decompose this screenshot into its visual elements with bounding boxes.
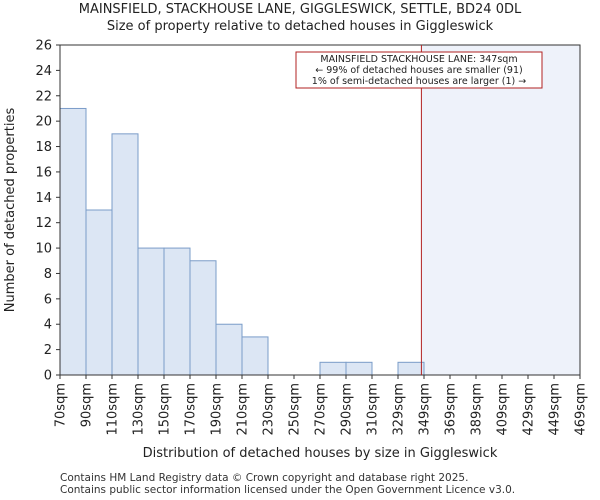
y-tick-label: 18 — [35, 140, 52, 155]
histogram-bar — [111, 133, 139, 376]
x-tick-label: 190sqm — [210, 383, 225, 436]
histogram-bar — [137, 247, 165, 376]
histogram-bar — [241, 336, 269, 376]
y-tick-label: 10 — [35, 242, 52, 257]
y-tick-label: 8 — [44, 267, 52, 282]
x-tick-label: 90sqm — [80, 383, 95, 427]
y-tick-label: 0 — [44, 369, 52, 384]
x-tick-label: 270sqm — [314, 383, 329, 436]
annotation-line: ← 99% of detached houses are smaller (91… — [315, 65, 522, 76]
annotation-box — [295, 51, 543, 89]
footer-copyright: Contains HM Land Registry data © Crown c… — [60, 472, 469, 484]
x-tick-label: 150sqm — [158, 383, 173, 436]
x-tick-label: 369sqm — [444, 383, 459, 436]
x-tick-label: 250sqm — [288, 383, 303, 436]
y-tick-label: 16 — [35, 165, 52, 180]
x-tick-label: 290sqm — [340, 383, 355, 436]
histogram-bar — [345, 361, 373, 376]
histogram-bar — [215, 323, 243, 376]
footer-licence: Contains public sector information licen… — [60, 484, 516, 496]
y-tick-label: 2 — [44, 343, 52, 358]
histogram-bar — [59, 107, 87, 376]
y-axis-label: Number of detached properties — [3, 108, 18, 313]
x-tick-label: 70sqm — [54, 383, 69, 427]
x-tick-label: 130sqm — [132, 383, 147, 436]
y-tick-label: 14 — [35, 191, 52, 206]
annotation-line: MAINSFIELD STACKHOUSE LANE: 347sqm — [320, 54, 517, 65]
y-tick-label: 24 — [35, 64, 52, 79]
x-tick-label: 170sqm — [184, 383, 199, 436]
annotation-line: 1% of semi-detached houses are larger (1… — [312, 76, 526, 87]
y-tick-label: 20 — [35, 115, 52, 130]
x-tick-label: 449sqm — [548, 383, 563, 436]
x-tick-label: 329sqm — [392, 383, 407, 436]
chart-subtitle: Size of property relative to detached ho… — [106, 19, 494, 34]
x-tick-label: 389sqm — [470, 383, 485, 436]
y-tick-label: 6 — [44, 292, 52, 307]
histogram-bar — [397, 361, 425, 376]
x-tick-label: 110sqm — [106, 383, 121, 436]
histogram-bar — [163, 247, 191, 376]
x-tick-label: 210sqm — [236, 383, 251, 436]
chart-title: MAINSFIELD, STACKHOUSE LANE, GIGGLESWICK… — [78, 2, 522, 17]
x-tick-label: 469sqm — [574, 383, 589, 436]
x-tick-label: 429sqm — [522, 383, 537, 436]
x-axis-label: Distribution of detached houses by size … — [143, 446, 498, 461]
x-tick-label: 409sqm — [496, 383, 511, 436]
larger-region-shade — [421, 45, 580, 375]
histogram-bar — [189, 260, 217, 376]
y-tick-label: 26 — [35, 39, 52, 54]
y-tick-label: 4 — [44, 318, 52, 333]
y-tick-label: 22 — [35, 89, 52, 104]
x-tick-label: 230sqm — [262, 383, 277, 436]
histogram-bar — [85, 209, 113, 376]
histogram-bar — [319, 361, 347, 376]
x-tick-label: 349sqm — [418, 383, 433, 436]
x-tick-label: 310sqm — [366, 383, 381, 436]
y-tick-label: 12 — [35, 216, 52, 231]
